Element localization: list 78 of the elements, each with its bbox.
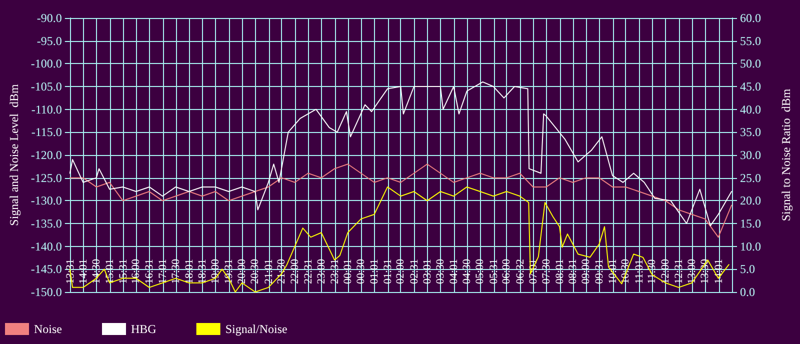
y-tick-label: -140.0 — [30, 239, 62, 254]
y2-tick-label: 0.0 — [740, 285, 755, 299]
x-tick-label: 02:31 — [408, 258, 420, 284]
x-tick-label: 05:00 — [474, 258, 486, 284]
x-tick-label: 00:01 — [342, 258, 354, 284]
y2-tick-label: 20.0 — [740, 194, 761, 208]
x-tick-label: 18:31 — [196, 258, 209, 284]
x-tick-label: 12:00 — [659, 258, 672, 284]
x-tick-label: 19:00 — [209, 258, 222, 284]
x-tick-label: 13:00 — [686, 258, 698, 284]
x-tick-label: 19:31 — [223, 258, 236, 284]
x-tick-label: 16:31 — [144, 258, 156, 284]
x-tick-label: 12:31 — [673, 258, 686, 284]
x-tick-label: 09:00 — [580, 258, 592, 284]
x-tick-label: 21:01 — [262, 258, 275, 284]
y-tick-label: -120.0 — [30, 148, 62, 162]
x-tick-label: 14:01 — [78, 258, 90, 284]
y2-tick-label: 60.0 — [740, 11, 761, 25]
y2-tick-label: 50.0 — [740, 56, 761, 71]
x-tick-label: 18:01 — [183, 258, 196, 284]
x-tick-label: 17:01 — [156, 258, 169, 284]
y-tick-label: -145.0 — [30, 262, 62, 276]
x-tick-label: 03:01 — [422, 258, 434, 284]
x-tick-label: 16:00 — [130, 258, 142, 284]
x-tick-label: 11:30 — [646, 258, 658, 284]
x-tick-label: 17:30 — [170, 258, 182, 284]
x-tick-label: 01:31 — [382, 258, 394, 284]
y2-tick-label: 5.0 — [740, 262, 755, 276]
x-tick-label: 23:31 — [329, 258, 341, 284]
legend-label: Signal/Noise — [225, 322, 288, 336]
y-axis-title: Signal and Noise Level dBm — [7, 84, 21, 226]
x-tick-label: 14:30 — [90, 258, 102, 284]
x-tick-label: 04:01 — [448, 258, 460, 284]
y2-tick-label: 45.0 — [740, 80, 761, 94]
x-tick-label: 21:30 — [276, 258, 288, 284]
y-tick-label: -105.0 — [30, 80, 62, 94]
x-tick-label: 08:01 — [554, 258, 566, 284]
y2-tick-label: 40.0 — [740, 102, 761, 116]
y2-tick-label: 25.0 — [740, 170, 761, 185]
x-tick-label: 06:32 — [514, 258, 527, 284]
y2-tick-label: 10.0 — [740, 239, 761, 254]
x-tick-label: 20:30 — [249, 258, 262, 284]
x-tick-label: 22:00 — [288, 258, 301, 284]
y-tick-label: -150.0 — [30, 285, 62, 299]
y-tick-label: -110.0 — [31, 102, 62, 116]
y2-tick-label: 35.0 — [740, 125, 761, 140]
x-tick-label: 13:30 — [699, 258, 712, 284]
y2-tick-label: 15.0 — [740, 216, 761, 230]
y-tick-label: -95.0 — [36, 34, 62, 48]
y-tick-label: -115.0 — [31, 125, 62, 140]
x-tick-label: 15:31 — [117, 258, 130, 284]
x-tick-label: 20:00 — [236, 258, 248, 284]
y-tick-label: -90.0 — [36, 11, 62, 25]
y2-tick-label: 30.0 — [740, 148, 761, 162]
y-tick-label: -125.0 — [30, 170, 62, 185]
x-tick-label: 13:31 — [64, 258, 76, 284]
x-tick-label: 15:01 — [104, 258, 116, 284]
x-tick-label: 01:01 — [368, 258, 381, 284]
x-tick-label: 05:31 — [488, 258, 500, 284]
x-tick-label: 10:01 — [606, 258, 619, 284]
x-tick-label: 02:00 — [394, 258, 407, 284]
x-tick-label: 00:30 — [355, 258, 368, 284]
x-tick-label: 22:31 — [302, 258, 315, 284]
x-tick-label: 07:30 — [540, 258, 552, 284]
legend-label: Noise — [34, 322, 62, 336]
x-tick-label: 06:00 — [500, 258, 513, 284]
y-tick-label: -100.0 — [30, 56, 62, 71]
x-tick-label: 03:30 — [434, 258, 446, 284]
legend-label: HBG — [130, 322, 157, 336]
y2-tick-label: 55.0 — [740, 34, 761, 48]
y2-axis-title: Signal to Noise Ratio dBm — [779, 88, 793, 222]
x-tick-label: 09:31 — [594, 258, 606, 284]
y-tick-label: -130.0 — [30, 194, 62, 208]
x-tick-label: 08:31 — [567, 258, 580, 284]
x-tick-label: 04:30 — [460, 258, 473, 284]
y-tick-label: -135.0 — [30, 216, 62, 230]
x-tick-label: 11:01 — [633, 259, 646, 284]
x-tick-label: 23:00 — [315, 258, 328, 284]
